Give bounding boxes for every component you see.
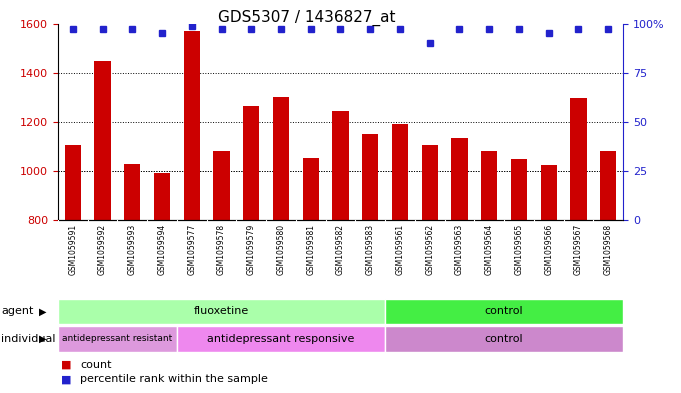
Bar <box>481 151 497 220</box>
Bar <box>184 31 200 220</box>
Text: GSM1059567: GSM1059567 <box>574 224 583 275</box>
Text: GSM1059583: GSM1059583 <box>366 224 375 275</box>
Text: ▶: ▶ <box>38 307 46 316</box>
Text: GSM1059577: GSM1059577 <box>187 224 196 275</box>
Text: GSM1059561: GSM1059561 <box>396 224 405 275</box>
Bar <box>332 111 349 220</box>
Text: individual: individual <box>1 334 56 344</box>
Text: GSM1059593: GSM1059593 <box>128 224 137 275</box>
Text: antidepressant resistant: antidepressant resistant <box>62 334 172 343</box>
Text: fluoxetine: fluoxetine <box>194 307 249 316</box>
Text: GSM1059592: GSM1059592 <box>98 224 107 275</box>
Bar <box>273 97 289 220</box>
Text: GSM1059566: GSM1059566 <box>544 224 553 275</box>
Bar <box>154 173 170 220</box>
Bar <box>302 158 319 220</box>
Text: GSM1059562: GSM1059562 <box>425 224 434 275</box>
Bar <box>65 145 81 220</box>
Text: GSM1059578: GSM1059578 <box>217 224 226 275</box>
Bar <box>511 159 527 220</box>
Bar <box>422 145 438 220</box>
Bar <box>392 123 408 220</box>
Text: GSM1059565: GSM1059565 <box>514 224 524 275</box>
Bar <box>452 138 468 220</box>
Bar <box>541 165 557 220</box>
Bar <box>570 99 586 220</box>
Text: control: control <box>485 307 524 316</box>
Text: GDS5307 / 1436827_at: GDS5307 / 1436827_at <box>218 10 395 26</box>
Text: GSM1059581: GSM1059581 <box>306 224 315 275</box>
Text: antidepressant responsive: antidepressant responsive <box>207 334 355 344</box>
Text: ■: ■ <box>61 374 72 384</box>
Bar <box>600 151 616 220</box>
Text: GSM1059580: GSM1059580 <box>276 224 285 275</box>
FancyBboxPatch shape <box>177 326 385 352</box>
Text: control: control <box>485 334 524 344</box>
FancyBboxPatch shape <box>385 326 623 352</box>
Bar <box>362 134 379 220</box>
Text: ▶: ▶ <box>38 334 46 344</box>
FancyBboxPatch shape <box>385 299 623 324</box>
FancyBboxPatch shape <box>58 299 385 324</box>
Text: GSM1059563: GSM1059563 <box>455 224 464 275</box>
Text: percentile rank within the sample: percentile rank within the sample <box>80 374 268 384</box>
Bar <box>213 151 229 220</box>
Text: GSM1059591: GSM1059591 <box>68 224 77 275</box>
FancyBboxPatch shape <box>58 326 177 352</box>
Bar <box>243 106 259 220</box>
Text: GSM1059594: GSM1059594 <box>157 224 167 275</box>
Text: count: count <box>80 360 112 370</box>
Text: GSM1059564: GSM1059564 <box>485 224 494 275</box>
Text: ■: ■ <box>61 360 72 370</box>
Text: GSM1059579: GSM1059579 <box>247 224 256 275</box>
Bar <box>124 164 140 220</box>
Text: GSM1059582: GSM1059582 <box>336 224 345 275</box>
Bar <box>95 61 111 220</box>
Text: GSM1059568: GSM1059568 <box>604 224 613 275</box>
Text: agent: agent <box>1 307 34 316</box>
